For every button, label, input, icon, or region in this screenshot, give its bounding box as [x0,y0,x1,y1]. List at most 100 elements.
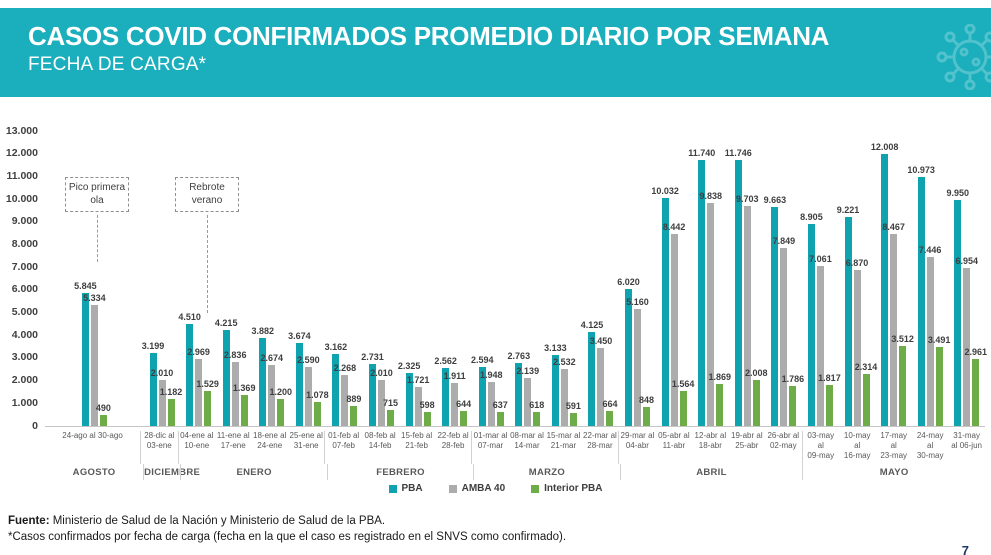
month-label: DICIEMBRE [143,464,200,480]
week-label: 12‑abr al 18‑abr [694,431,727,450]
bar-interior-pba: 1.182 [160,388,182,426]
week-label: 28‑dic al 03‑ene [140,431,177,464]
bar-value-label: 3.133 [544,342,567,353]
bar-pba: 2.594 [471,356,494,426]
week-label: 19‑abr al 25‑abr [731,431,763,450]
bar-group: 4.510 2.969 1.529 [178,312,219,426]
bar-pba: 3.199 [142,342,164,426]
bar-value-label: 9.663 [763,194,787,205]
bar-pba: 9.663 [764,195,786,426]
bar-group: 8.905 7.061 1.817 [800,212,841,426]
bar-amba-40: 2.268 [334,363,356,426]
annotation-pico-line [97,215,98,262]
bar-pba: 12.008 [871,142,898,426]
bar-value-label: 3.674 [288,330,311,341]
y-tick-label: 7.000 [11,260,38,273]
bar-amba-40: 7.446 [919,246,941,426]
bar-value-label: 7.061 [809,253,832,264]
legend: PBA AMBA 40 Interior PBA [0,483,991,494]
bar-interior-pba: 664 [602,399,617,426]
footer: Fuente: Ministerio de Salud de la Nación… [8,514,566,545]
bar-amba-40: 5.334 [83,294,106,426]
bar-interior-pba: 3.491 [928,335,950,426]
y-tick-label: 6.000 [11,283,38,296]
month-label: MARZO [473,464,619,480]
legend-item: Interior PBA [531,483,603,494]
y-tick-label: 2.000 [11,374,38,387]
bar-value-label: 9.950 [946,188,970,199]
week-label: 31‑may al 06‑jun [951,431,982,450]
y-tick-label: 4.000 [11,328,38,341]
bar-value-label: 2.594 [470,355,494,366]
bar-amba-40: 2.590 [297,356,320,426]
bar-value-label: 598 [419,400,435,411]
bar-value-label: 618 [529,400,545,410]
y-tick-label: 10.000 [5,192,38,205]
bar-interior-pba: 1.817 [818,373,841,426]
bar-interior-pba: 2.961 [964,347,987,426]
bar-value-label: 2.268 [333,362,357,373]
bar-value-label: 1.182 [159,387,183,398]
bar-value-label: 2.139 [516,365,540,376]
bar-interior-pba: 618 [529,401,544,426]
bar-group: 5.845 5.334 490 [45,282,144,426]
bar-pba: 5.845 [74,282,97,426]
bar-value-label: 490 [95,402,111,413]
bar-pba: 3.674 [288,331,311,426]
bar-interior-pba: 1.200 [270,387,292,426]
bar-amba-40: 3.450 [590,336,612,426]
bar-value-label: 11.740 [688,147,716,158]
bar-group: 12.008 8.467 3.512 [871,142,914,426]
week-label: 11‑ene al 17‑ene [216,431,250,450]
bar-value-label: 1.948 [479,369,503,380]
bar-value-label: 4.125 [580,320,604,331]
y-tick-label: 3.000 [11,351,38,364]
legend-label: PBA [401,483,423,494]
week-label: 10‑may al 16‑may [843,431,871,460]
week-label: 22‑feb al 28‑feb [437,431,469,450]
bar-value-label: 715 [382,397,399,408]
bar-value-label: 2.590 [297,355,320,366]
bar-group: 4.125 3.450 664 [581,321,620,426]
bar-interior-pba: 1.369 [233,383,255,426]
month-label: FEBRERO [326,464,473,480]
virus-icon [936,24,991,90]
week-label: 08‑feb al 14‑feb [364,431,396,450]
week-label: 03‑may al 09‑may [801,431,839,464]
bar-value-label: 12.008 [870,141,899,152]
bar-interior-pba: 637 [493,400,508,426]
legend-label: AMBA 40 [461,483,506,494]
bar-value-label: 9.221 [836,204,860,215]
bar-value-label: 3.199 [141,341,165,352]
bar-pba: 2.731 [361,353,384,426]
bar-interior-pba: 1.869 [708,372,731,426]
bar-value-label: 1.529 [196,379,219,390]
week-label: 18‑ene al 24‑ene [253,431,287,450]
y-tick-label: 1.000 [11,396,38,409]
y-tick-label: 13.000 [5,124,38,137]
y-tick-label: 12.000 [5,147,38,160]
bar-value-label: 7.849 [772,235,796,246]
bar-group: 9.221 6.870 2.314 [837,205,877,426]
week-label: 24‑ago al 30‑ago [62,431,123,440]
bar-interior-pba: 3.512 [891,335,914,426]
legend-label: Interior PBA [544,483,603,494]
page-subtitle: FECHA DE CARGA* [28,53,207,75]
month-label: ABRIL [619,464,803,480]
y-tick-label: 9.000 [11,215,38,228]
slide-header: CASOS COVID CONFIRMADOS PROMEDIO DIARIO … [0,8,991,97]
page-title: CASOS COVID CONFIRMADOS PROMEDIO DIARIO … [28,21,830,51]
bar-interior-pba: 1.786 [782,374,804,426]
bar-amba-40: 2.674 [261,354,283,426]
week-label: 01‑mar al 07‑mar [471,431,508,464]
bar-amba-40: 1.948 [480,370,503,426]
bar-value-label: 644 [456,399,472,410]
bar-value-label: 3.882 [251,325,275,336]
bar-value-label: 3.162 [324,342,348,353]
y-tick-label: 8.000 [11,237,38,250]
week-label: 25‑ene al 31‑ene [289,431,323,450]
bar-value-label: 4.215 [214,318,238,329]
source-line: Fuente: Ministerio de Salud de la Nación… [8,514,566,530]
bar-group: 11.746 9.703 2.008 [725,148,768,426]
bar-pba: 2.562 [434,356,457,426]
